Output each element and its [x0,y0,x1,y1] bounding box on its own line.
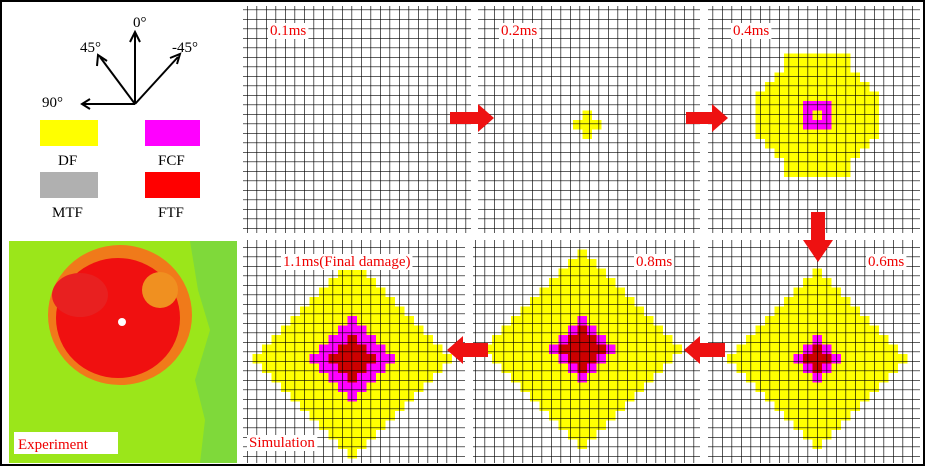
grid-lines [243,6,471,233]
grid-panel [243,6,471,233]
angle-label: 0° [133,15,147,31]
legend-swatch [40,120,98,146]
panel-label: 0.8ms [636,254,672,270]
grid-panel [243,240,465,463]
grid-lines [708,6,920,233]
figure: 0° 45° -45° 90° DF FCF MTF FTF Experimen… [0,0,925,466]
panel-label: 0.6ms [868,254,904,270]
angle-label: 90° [42,95,63,111]
grid-panel [708,240,920,463]
panel-label: 0.4ms [733,23,769,39]
grid-panel [478,6,700,233]
grid-lines [473,240,700,463]
grid-lines [243,240,465,463]
grid-lines [478,6,700,233]
experiment-label: Experiment [18,437,89,453]
grid-lines [708,240,920,463]
legend-swatch [145,120,200,146]
panel-label: 0.2ms [501,23,537,39]
legend-label: FTF [158,205,184,221]
panel-label: 1.1ms(Final damage) [283,254,410,270]
angle-label: 45° [80,40,101,56]
legend-label: FCF [158,153,185,169]
legend-label: MTF [52,205,83,221]
grid-panel [473,240,700,463]
panel-label: 0.1ms [270,23,306,39]
legend-swatch [145,172,200,198]
legend-label: DF [58,153,77,169]
grid-panel [708,6,920,233]
experiment-image [9,241,237,463]
simulation-label: Simulation [249,435,315,451]
legend-swatch [40,172,98,198]
angle-label: -45° [172,40,198,56]
